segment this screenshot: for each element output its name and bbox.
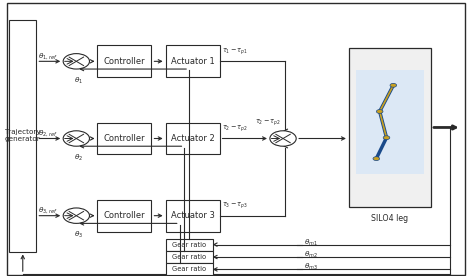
Text: $\tau_1-\tau_{p1}$: $\tau_1-\tau_{p1}$ (222, 47, 248, 57)
Text: $\theta_{2,ref}$: $\theta_{2,ref}$ (38, 128, 58, 138)
Circle shape (270, 131, 296, 146)
Circle shape (63, 54, 90, 69)
Bar (98, 123, 152, 154)
Bar (165, 123, 219, 154)
Circle shape (63, 131, 90, 146)
Circle shape (63, 208, 90, 223)
Text: $\theta_2$: $\theta_2$ (74, 153, 83, 163)
Circle shape (383, 136, 390, 140)
Bar (165, 251, 212, 263)
Text: $\tau_3-\tau_{p3}$: $\tau_3-\tau_{p3}$ (222, 201, 248, 211)
Text: Controller: Controller (104, 134, 146, 143)
Text: Controller: Controller (104, 57, 146, 66)
Bar (165, 238, 212, 251)
Text: $\theta_{m3}$: $\theta_{m3}$ (304, 262, 318, 272)
Circle shape (373, 157, 380, 161)
Text: $\theta_{m1}$: $\theta_{m1}$ (304, 237, 318, 248)
Bar (98, 45, 152, 77)
Text: Trajectory
generator: Trajectory generator (5, 129, 41, 142)
Text: Gear ratio: Gear ratio (172, 254, 206, 260)
Text: $\theta_{m2}$: $\theta_{m2}$ (304, 250, 318, 260)
Text: Gear ratio: Gear ratio (172, 266, 206, 272)
Text: Actuator 3: Actuator 3 (171, 211, 215, 220)
Circle shape (376, 110, 383, 113)
Bar (349, 48, 431, 207)
Text: Gear ratio: Gear ratio (172, 242, 206, 248)
Text: $\theta_1$: $\theta_1$ (74, 76, 83, 86)
Bar (165, 200, 219, 232)
Bar (165, 45, 219, 77)
Text: Actuator 1: Actuator 1 (171, 57, 214, 66)
Text: $\tau_2-\tau_{p2}$: $\tau_2-\tau_{p2}$ (222, 124, 248, 134)
Text: Actuator 2: Actuator 2 (171, 134, 214, 143)
Text: $\tau_2-\tau_{p2}$: $\tau_2-\tau_{p2}$ (255, 117, 281, 128)
Text: $\theta_{1,ref}$: $\theta_{1,ref}$ (38, 51, 58, 61)
Text: Controller: Controller (104, 211, 146, 220)
Bar (9, 20, 36, 252)
Text: $\theta_{3,ref}$: $\theta_{3,ref}$ (38, 205, 58, 215)
Bar (356, 70, 424, 174)
Bar (165, 263, 212, 276)
Bar (98, 200, 152, 232)
Text: SILO4 leg: SILO4 leg (371, 214, 409, 223)
Text: $\theta_3$: $\theta_3$ (74, 230, 83, 240)
Circle shape (390, 83, 397, 87)
